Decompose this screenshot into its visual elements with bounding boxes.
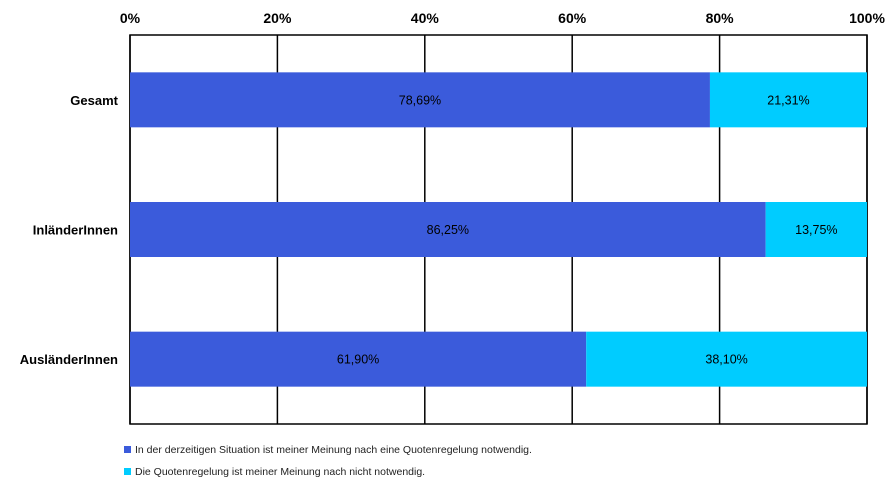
bar-segment bbox=[709, 72, 867, 128]
legend-label-series-1: In der derzeitigen Situation ist meiner … bbox=[135, 443, 532, 456]
category-label: AusländerInnen bbox=[20, 352, 118, 367]
x-tick-label: 100% bbox=[849, 10, 885, 26]
data-label: 78,69% bbox=[399, 93, 441, 107]
legend-label-series-2: Die Quotenregelung ist meiner Meinung na… bbox=[135, 465, 426, 478]
x-tick-label: 80% bbox=[706, 10, 735, 26]
x-tick-label: 20% bbox=[263, 10, 292, 26]
legend-swatch-series-2 bbox=[124, 468, 131, 475]
category-label: InländerInnen bbox=[33, 223, 118, 238]
legend-item-series-2: Die Quotenregelung ist meiner Meinung na… bbox=[124, 465, 532, 478]
legend: In der derzeitigen Situation ist meiner … bbox=[124, 444, 532, 488]
data-label: 21,31% bbox=[767, 93, 809, 107]
bar-segment bbox=[130, 72, 710, 128]
legend-item-series-1: In der derzeitigen Situation ist meiner … bbox=[124, 443, 532, 456]
stacked-bar-chart: 0% 20% 40% 60% 80% 100% 78,69% 21,31% Gesamt 86,2… bbox=[20, 10, 885, 425]
bar-segment bbox=[130, 331, 587, 387]
data-label: 86,25% bbox=[427, 223, 469, 237]
x-tick-label: 0% bbox=[120, 10, 141, 26]
data-label: 13,75% bbox=[795, 223, 837, 237]
data-label: 38,10% bbox=[705, 353, 747, 367]
x-tick-label: 40% bbox=[411, 10, 440, 26]
category-label: Gesamt bbox=[70, 93, 118, 108]
bar-segment bbox=[130, 202, 766, 257]
bar-segment bbox=[586, 331, 867, 387]
x-tick-label: 60% bbox=[558, 10, 587, 26]
legend-swatch-series-1 bbox=[124, 446, 131, 453]
data-label: 61,90% bbox=[337, 353, 379, 367]
bar-segment bbox=[765, 202, 867, 257]
